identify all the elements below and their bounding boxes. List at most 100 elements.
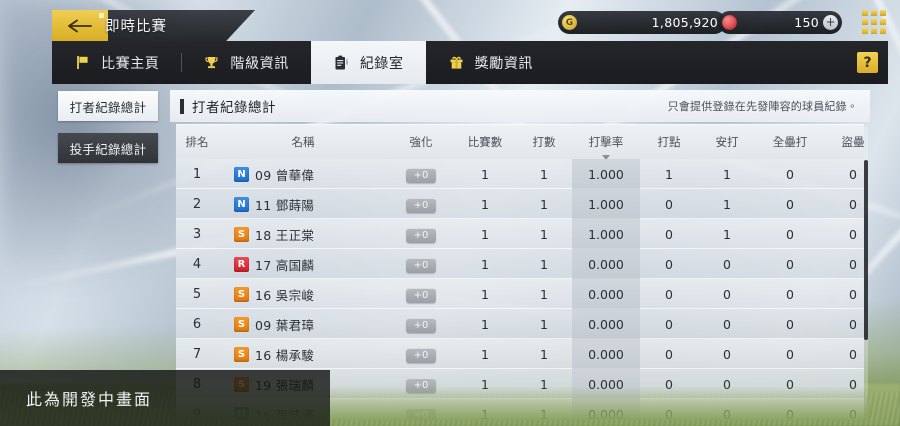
currency-area: G 1,805,920 150 + — [558, 11, 842, 34]
cell-player-name: N 11 鄧蒔陽 — [218, 195, 388, 214]
cell-games: 1 — [481, 226, 489, 242]
column-header-name[interactable]: 名稱 — [291, 135, 315, 149]
enhancement-badge: +0 — [406, 347, 436, 363]
cell-home-runs: 0 — [786, 166, 794, 182]
back-button[interactable] — [52, 10, 108, 41]
tab-label: 紀錄室 — [359, 55, 404, 72]
cell-games: 1 — [481, 196, 489, 212]
scrollbar-thumb[interactable] — [864, 160, 868, 340]
column-header-enh[interactable]: 強化 — [409, 135, 433, 149]
cell-at-bats: 1 — [540, 226, 548, 242]
gold-currency-pill[interactable]: G 1,805,920 — [558, 11, 726, 34]
cell-enhancement: +0 — [388, 346, 454, 363]
cell-rbi: 0 — [665, 196, 673, 212]
cell-player-name: S 16 吳宗峻 — [218, 285, 388, 304]
cell-hits: 1 — [723, 226, 731, 242]
grid-menu-icon[interactable] — [862, 10, 888, 36]
cell-enhancement: +0 — [388, 406, 454, 420]
cell-rank: 2 — [192, 196, 202, 212]
page-title: 即時比賽 — [105, 19, 167, 35]
cell-home-runs: 0 — [786, 226, 794, 242]
cell-home-runs: 0 — [786, 376, 794, 392]
cell-hits: 1 — [723, 196, 731, 212]
ruby-gem-icon — [722, 15, 737, 30]
cell-hits: 0 — [723, 256, 731, 272]
column-header-games[interactable]: 比賽數 — [467, 135, 503, 149]
cell-rank: 1 — [192, 166, 202, 182]
add-gems-button[interactable]: + — [823, 15, 838, 30]
cell-home-runs: 0 — [786, 286, 794, 302]
tab-match-home[interactable]: 比賽主頁 — [52, 41, 181, 84]
sidebar-item-pitcher-records[interactable]: 投手紀錄總計 — [58, 133, 158, 163]
panel-accent-bar — [180, 98, 184, 114]
cell-batting-average: 0.000 — [572, 339, 640, 369]
cell-enhancement: +0 — [388, 166, 454, 183]
enhancement-badge: +0 — [406, 317, 436, 333]
column-header-rank[interactable]: 排名 — [185, 135, 209, 149]
cell-home-runs: 0 — [786, 256, 794, 272]
cell-at-bats: 1 — [540, 346, 548, 362]
tab-bar: 比賽主頁 階級資訊 i 紀錄室 獎勵資訊 ? — [52, 41, 888, 84]
grade-badge-s-icon: S — [234, 346, 249, 362]
cell-stolen-bases: 0 — [849, 166, 857, 182]
column-header-sb[interactable]: 盜壘 — [841, 135, 865, 149]
tab-label: 階級資訊 — [230, 55, 289, 72]
enhancement-badge: +0 — [406, 197, 436, 213]
top-bar: 即時比賽 G 1,805,920 150 + — [0, 0, 900, 42]
clipboard-info-icon: i — [333, 54, 350, 71]
tab-class-info[interactable]: 階級資訊 — [181, 41, 310, 84]
trophy-icon — [203, 54, 220, 71]
cell-home-runs: 0 — [786, 316, 794, 332]
cell-rank: 5 — [192, 286, 202, 302]
player-label: 09 曾華偉 — [255, 167, 315, 183]
column-header-avg[interactable]: 打擊率 — [572, 134, 640, 150]
player-label: 09 葉君璋 — [255, 317, 315, 333]
cell-hits: 0 — [723, 316, 731, 332]
cell-batting-average: 1.000 — [572, 159, 640, 189]
help-icon[interactable]: ? — [857, 52, 878, 73]
cell-batting-average: 0.000 — [572, 399, 640, 420]
tab-label: 比賽主頁 — [101, 55, 160, 72]
watermark-text: 此為開發中畫面 — [26, 390, 153, 409]
tab-reward-info[interactable]: 獎勵資訊 — [426, 41, 555, 84]
cell-rbi: 0 — [665, 346, 673, 362]
cell-rbi: 1 — [665, 166, 673, 182]
cell-rank: 4 — [192, 256, 202, 272]
enhancement-badge: +0 — [406, 287, 436, 303]
cell-hits: 1 — [723, 166, 731, 182]
gold-coin-icon: G — [562, 15, 577, 30]
column-header-ab[interactable]: 打數 — [532, 135, 556, 149]
gem-currency-pill[interactable]: 150 + — [718, 11, 842, 34]
cell-rbi: 0 — [665, 226, 673, 242]
column-header-rbi[interactable]: 打點 — [657, 135, 681, 149]
sidebar-item-batter-records[interactable]: 打者紀錄總計 — [58, 91, 158, 121]
cell-games: 1 — [481, 346, 489, 362]
tab-label: 獎勵資訊 — [474, 55, 534, 72]
cell-stolen-bases: 0 — [849, 346, 857, 362]
enhancement-badge: +0 — [406, 167, 436, 183]
panel-title: 打者紀錄總計 — [192, 100, 276, 116]
tab-record-room[interactable]: i 紀錄室 — [310, 41, 426, 84]
cell-rbi: 0 — [665, 256, 673, 272]
cell-stolen-bases: 0 — [849, 376, 857, 392]
cell-hits: 0 — [723, 376, 731, 392]
title-plate — [95, 10, 255, 41]
player-label: 11 鄧蒔陽 — [255, 197, 315, 213]
sidebar-item-label: 打者紀錄總計 — [69, 99, 147, 115]
panel-header: 打者紀錄總計 只會提供登錄在先發陣容的球員紀錄。 — [170, 90, 870, 122]
cell-enhancement: +0 — [388, 226, 454, 243]
gift-icon — [448, 54, 465, 71]
player-label: 16 吳宗峻 — [255, 287, 315, 303]
player-label: 16 楊承駿 — [255, 347, 315, 363]
column-header-hr[interactable]: 全壘打 — [772, 135, 808, 149]
column-header-hits[interactable]: 安打 — [715, 135, 739, 149]
cell-home-runs: 0 — [786, 196, 794, 212]
